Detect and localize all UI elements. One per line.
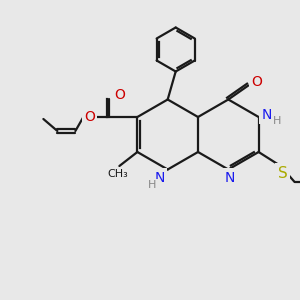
Text: N: N [225, 170, 236, 184]
Text: N: N [154, 170, 165, 184]
Text: H: H [272, 116, 281, 126]
Text: CH₃: CH₃ [107, 169, 128, 179]
Text: N: N [261, 108, 272, 122]
Text: O: O [84, 110, 95, 124]
Text: H: H [148, 181, 156, 190]
Text: O: O [114, 88, 125, 102]
Text: O: O [251, 74, 262, 88]
Text: S: S [278, 166, 287, 181]
